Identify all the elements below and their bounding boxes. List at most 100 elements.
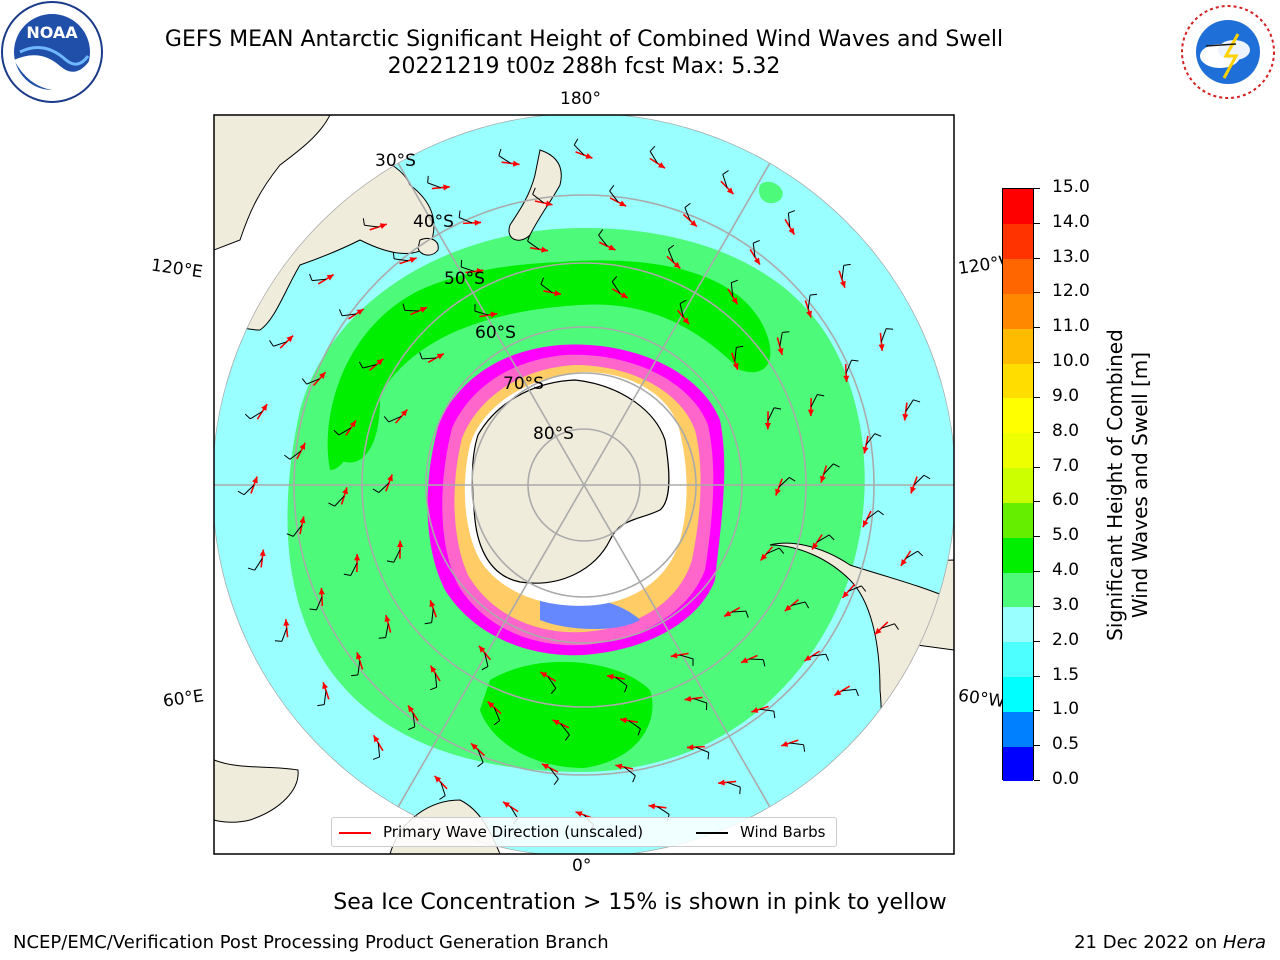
wind-barb-staff — [573, 144, 585, 156]
wind-barb-flag — [855, 689, 859, 697]
wave-arrow-head — [397, 540, 404, 548]
wave-arrow-head — [753, 257, 760, 265]
wind-barb-flag — [722, 170, 729, 175]
wave-arrow — [274, 619, 290, 642]
wind-barb-staff — [779, 332, 783, 347]
wave-arrow-head — [608, 244, 616, 251]
wave-arrow-head — [429, 600, 436, 608]
wind-barb-flag — [274, 640, 282, 642]
wind-barb-flag — [861, 585, 867, 592]
wind-barb-staff — [913, 474, 925, 486]
wave-arrow — [723, 606, 749, 618]
wave-arrow-head — [842, 591, 849, 598]
wave-arrow — [727, 279, 739, 305]
wind-barb-flag — [328, 502, 335, 507]
wind-barb-staff — [394, 258, 409, 262]
wave-arrow — [682, 202, 698, 228]
wave-arrow — [527, 234, 549, 253]
wave-arrow-head — [775, 488, 781, 496]
wave-arrow-head — [575, 811, 583, 817]
wave-arrow — [532, 187, 553, 207]
colorbar-tick-mark — [1034, 257, 1040, 259]
wave-arrow — [649, 145, 666, 169]
wave-arrow-head — [436, 353, 444, 360]
wave-arrow-head — [540, 672, 548, 678]
wave-arrow-head — [620, 717, 627, 724]
colorbar-tick-mark — [1034, 188, 1040, 189]
wave-arrow-head — [503, 801, 510, 808]
lat-label-80s: 80°S — [533, 424, 574, 444]
wind-barb-flag — [527, 234, 531, 242]
wave-arrow-head — [718, 779, 725, 786]
colorbar-tick-mark — [1034, 466, 1040, 468]
wave-arrow-head — [820, 475, 826, 483]
wave-arrow — [902, 399, 921, 421]
wave-arrow — [615, 763, 636, 783]
colorbar-tick-label: 1.0 — [1052, 699, 1080, 720]
wave-arrow — [407, 705, 419, 731]
wind-barb-flag — [350, 674, 358, 677]
wind-barb-flag — [362, 218, 365, 226]
wave-arrow — [309, 273, 335, 285]
wave-arrow — [619, 717, 641, 736]
wind-barb-staff — [787, 213, 791, 228]
wave-arrow-head — [261, 404, 268, 411]
wind-barb-flag — [372, 756, 380, 760]
colorbar-tick-label: 5.0 — [1052, 525, 1080, 546]
wave-arrow — [648, 803, 670, 822]
wave-arrow-head — [400, 409, 408, 417]
meridian-line — [323, 484, 585, 854]
colorbar-tick-label: 14.0 — [1052, 211, 1090, 232]
wave-arrow-head — [804, 654, 812, 661]
wave-arrow — [862, 433, 882, 454]
wind-barb-staff — [316, 596, 323, 611]
madagascar-outer — [214, 759, 299, 823]
wave-arrow-head — [476, 268, 484, 275]
wave-arrow-head — [902, 413, 909, 421]
wind-barb-staff — [722, 174, 728, 188]
footer-date: 21 Dec 2022 on Hera — [1074, 932, 1266, 953]
colorbar-segment — [1003, 606, 1033, 643]
wind-barb-staff — [848, 585, 862, 592]
noaa-logo: NOAA — [1, 1, 103, 103]
wind-barb-staff — [749, 658, 764, 661]
colorbar-tick-mark — [1034, 640, 1040, 642]
wind-barb-staff — [810, 394, 818, 408]
wind-barb-staff — [549, 767, 559, 780]
wave-arrow — [392, 251, 417, 265]
wave-arrow-head — [356, 652, 362, 660]
footer-producer: NCEP/EMC/Verification Post Processing Pr… — [13, 932, 609, 953]
wind-barb-staff — [649, 151, 658, 164]
wave-arrow-head — [843, 375, 850, 383]
wind-barb-flag — [372, 488, 380, 493]
wind-barb-staff — [312, 278, 327, 282]
wave-arrow — [720, 170, 735, 195]
wave-arrow-head — [834, 689, 842, 696]
wave-arrow — [804, 650, 830, 662]
wave-arrow — [611, 276, 629, 299]
wave-arrow — [684, 695, 708, 711]
lat-label-40s: 40°S — [413, 212, 454, 232]
colorbar-segment — [1003, 676, 1033, 712]
wave-arrow-head — [648, 803, 656, 810]
wave-arrow — [286, 516, 306, 537]
wind-barb-flag — [886, 328, 894, 330]
wave-arrow-head — [379, 223, 387, 230]
wind-barb-flag — [553, 778, 559, 785]
wind-barb-staff — [281, 628, 288, 642]
wind-barb-flag — [778, 547, 785, 554]
lon-label-0: 0° — [572, 856, 592, 876]
wind-barb-flag — [753, 239, 760, 244]
wind-barb-flag — [493, 720, 500, 726]
wave-arrow-head — [283, 619, 290, 626]
colorbar-segment — [1003, 328, 1033, 364]
colorbar-segment — [1003, 363, 1033, 399]
wind-barb-flag — [609, 185, 615, 192]
swh-patch — [759, 181, 783, 204]
wave-arrow — [775, 477, 796, 496]
wind-barb-staff — [273, 341, 287, 347]
wave-arrow — [309, 587, 325, 611]
wave-arrow — [609, 185, 627, 207]
sea-ice-field — [427, 344, 725, 656]
map-frame — [213, 114, 955, 855]
